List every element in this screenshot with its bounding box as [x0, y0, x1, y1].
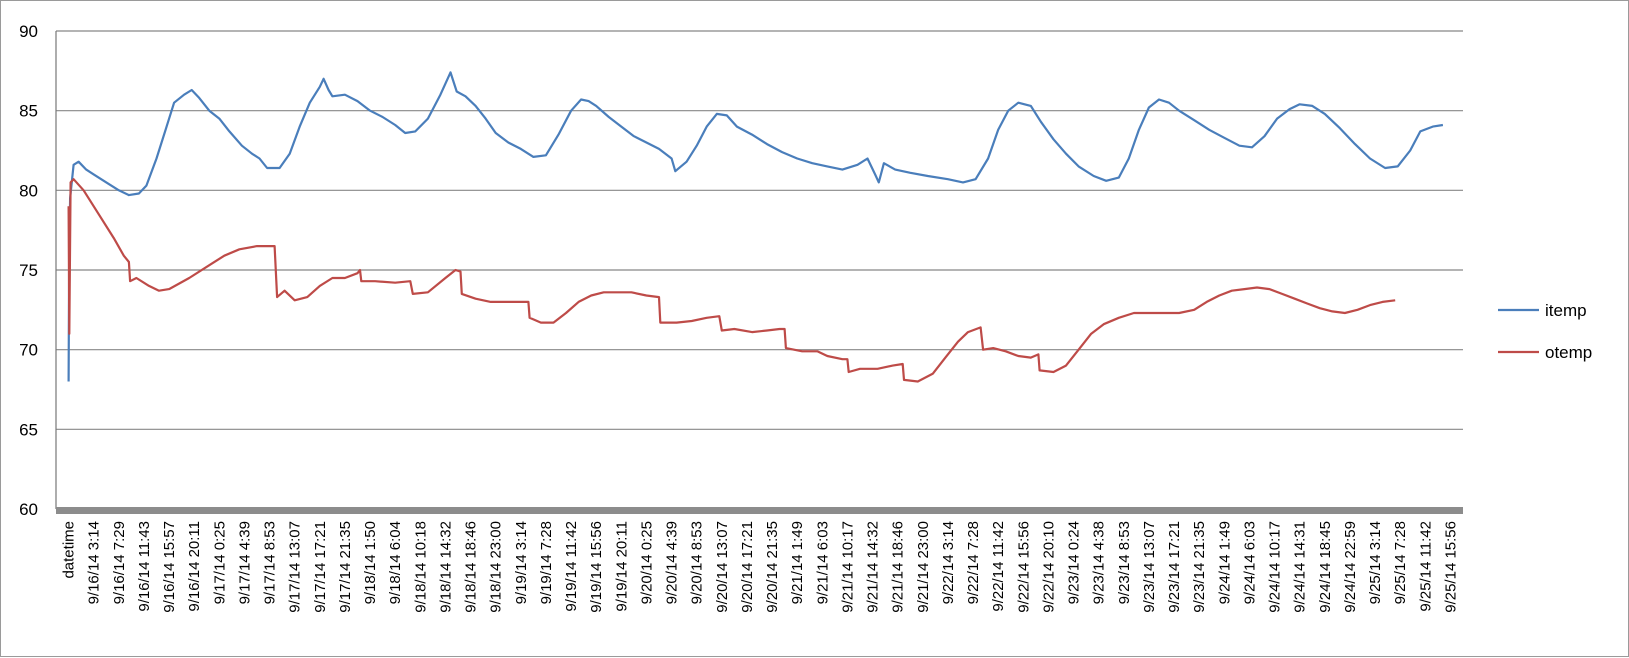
x-tick-label: 9/24/14 1:49 — [1216, 521, 1233, 604]
x-tick-label: 9/16/14 15:57 — [161, 521, 178, 613]
x-tick-label: 9/18/14 18:46 — [463, 521, 480, 613]
y-tick-label-70: 70 — [19, 341, 38, 360]
x-tick-label: 9/23/14 8:53 — [1116, 521, 1133, 604]
x-tick-label: 9/24/14 22:59 — [1342, 521, 1359, 613]
x-tick-label: 9/17/14 17:21 — [312, 521, 329, 613]
y-tick-label-85: 85 — [19, 102, 38, 121]
x-tick-label: 9/22/14 11:42 — [990, 521, 1007, 612]
x-tick-label: 9/19/14 15:56 — [588, 521, 605, 613]
x-tick-label: 9/23/14 21:35 — [1191, 521, 1208, 613]
axes — [55, 31, 1463, 514]
legend-label-otemp: otemp — [1545, 343, 1592, 362]
x-tick-label: 9/21/14 14:32 — [865, 521, 882, 613]
x-tick-label: 9/23/14 17:21 — [1166, 521, 1183, 613]
x-tick-label: 9/17/14 4:39 — [236, 521, 253, 604]
x-tick-label: 9/22/14 20:10 — [1040, 521, 1057, 613]
x-tick-label: 9/23/14 4:38 — [1091, 521, 1108, 604]
legend-label-itemp: itemp — [1545, 301, 1587, 320]
series-line-itemp — [67, 71, 1444, 382]
x-tick-label: 9/18/14 6:04 — [387, 521, 404, 604]
x-axis-band — [56, 507, 1463, 514]
x-tick-label: 9/21/14 6:03 — [814, 521, 831, 604]
x-tick-label: 9/20/14 17:21 — [739, 521, 756, 613]
x-tick-label: 9/25/14 15:56 — [1442, 521, 1459, 613]
x-tick-label: 9/22/14 7:28 — [965, 521, 982, 604]
x-tick-label: 9/18/14 23:00 — [488, 521, 505, 613]
x-tick-label: 9/19/14 20:11 — [613, 521, 630, 612]
x-tick-label: 9/23/14 0:24 — [1066, 521, 1083, 604]
x-tick-label: 9/20/14 8:53 — [689, 521, 706, 604]
x-tick-label: 9/16/14 11:43 — [136, 521, 153, 612]
y-tick-label-90: 90 — [19, 22, 38, 41]
x-tick-label: 9/18/14 1:50 — [362, 521, 379, 604]
x-tick-label: 9/16/14 7:29 — [111, 521, 128, 604]
x-tick-label: 9/20/14 4:39 — [664, 521, 681, 604]
x-tick-label: 9/16/14 20:11 — [186, 521, 203, 612]
x-tick-label: 9/16/14 3:14 — [86, 521, 103, 604]
x-tick-label: 9/21/14 18:46 — [890, 521, 907, 613]
x-tick-label: 9/21/14 1:49 — [789, 521, 806, 604]
x-tick-label: 9/19/14 7:28 — [538, 521, 555, 604]
x-tick-label: 9/24/14 14:31 — [1292, 521, 1309, 613]
x-tick-label: 9/24/14 10:17 — [1267, 521, 1284, 613]
x-tick-label: 9/25/14 7:28 — [1392, 521, 1409, 604]
x-tick-label: 9/22/14 15:56 — [1015, 521, 1032, 613]
x-tick-label: 9/19/14 11:42 — [563, 521, 580, 612]
y-axis-tick-labels: 60 65 70 75 80 85 90 — [19, 22, 38, 519]
x-tick-label: 9/18/14 14:32 — [437, 521, 454, 613]
x-tick-label: 9/20/14 21:35 — [764, 521, 781, 613]
series-lines — [67, 71, 1444, 383]
x-tick-label: 9/20/14 13:07 — [714, 521, 731, 613]
x-tick-label: 9/25/14 3:14 — [1367, 521, 1384, 604]
legend: itemp otemp — [1498, 301, 1592, 362]
y-tick-label-60: 60 — [19, 500, 38, 519]
x-tick-label: datetime — [61, 521, 78, 579]
x-tick-label: 9/23/14 13:07 — [1141, 521, 1158, 613]
y-tick-label-65: 65 — [19, 420, 38, 439]
x-tick-label: 9/21/14 10:17 — [839, 521, 856, 613]
x-axis-tick-labels: datetime 9/16/14 3:14 9/16/14 7:29 9/16/14 … — [61, 521, 1460, 613]
x-tick-label: 9/17/14 13:07 — [287, 521, 304, 613]
x-tick-label: 9/24/14 6:03 — [1241, 521, 1258, 604]
x-tick-label: 9/24/14 18:45 — [1317, 521, 1334, 613]
gridlines — [56, 30, 1463, 430]
series-line-otemp — [67, 178, 1396, 383]
x-tick-label: 9/18/14 10:18 — [412, 521, 429, 613]
x-tick-label: 9/20/14 0:25 — [638, 521, 655, 604]
x-tick-label: 9/22/14 3:14 — [940, 521, 957, 604]
x-tick-label: 9/25/14 11:42 — [1417, 521, 1434, 612]
x-tick-label: 9/17/14 21:35 — [337, 521, 354, 613]
y-tick-label-80: 80 — [19, 181, 38, 200]
x-tick-label: 9/17/14 0:25 — [211, 521, 228, 604]
y-tick-label-75: 75 — [19, 261, 38, 280]
x-tick-label: 9/21/14 23:00 — [915, 521, 932, 613]
x-tick-label: 9/19/14 3:14 — [513, 521, 530, 604]
x-tick-label: 9/17/14 8:53 — [262, 521, 279, 604]
